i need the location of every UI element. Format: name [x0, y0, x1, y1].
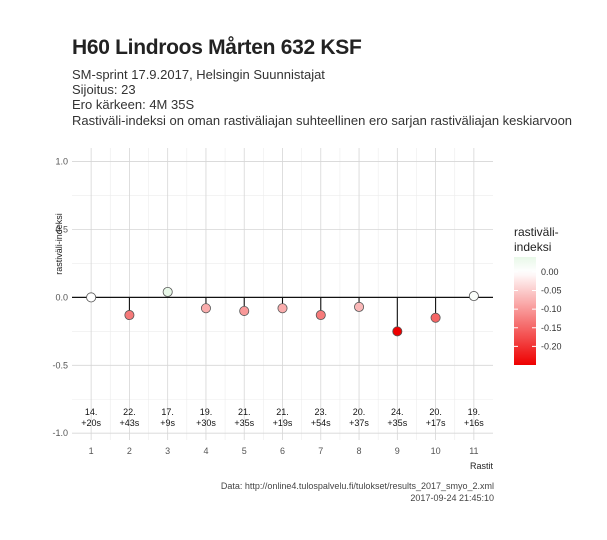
- data-source: Data: http://online4.tulospalvelu.fi/tul…: [220, 481, 494, 491]
- annotation-rank: 19.: [468, 407, 481, 417]
- annotation-time: +54s: [311, 418, 331, 428]
- data-point: [277, 303, 288, 314]
- y-tick-label: 0.5: [55, 224, 68, 234]
- x-axis-label: Rastit: [470, 461, 494, 471]
- data-point: [200, 303, 211, 314]
- data-point: [86, 292, 97, 303]
- subtitle-gap: Ero kärkeen: 4M 35S: [72, 97, 195, 112]
- legend-title: indeksi: [514, 240, 551, 254]
- x-tick-label: 7: [318, 446, 323, 456]
- annotation-time: +19s: [273, 418, 293, 428]
- annotation-rank: 23.: [315, 407, 328, 417]
- annotation-rank: 24.: [391, 407, 404, 417]
- annotation-time: +37s: [349, 418, 369, 428]
- legend-tick-label: -0.20: [541, 341, 562, 351]
- x-tick-label: 5: [242, 446, 247, 456]
- x-tick-label: 2: [127, 446, 132, 456]
- subtitle-event: SM-sprint 17.9.2017, Helsingin Suunnista…: [72, 67, 325, 82]
- data-point: [315, 310, 326, 321]
- data-point: [392, 326, 403, 337]
- subtitle-description: Rastiväli-indeksi on oman rastiväliajan …: [72, 113, 573, 128]
- x-tick-label: 11: [469, 446, 478, 456]
- timestamp: 2017-09-24 21:45:10: [410, 493, 494, 503]
- legend-tick-label: -0.05: [541, 286, 562, 296]
- subtitle-placement: Sijoitus: 23: [72, 82, 136, 97]
- x-tick-label: 8: [357, 446, 362, 456]
- annotation-time: +16s: [464, 418, 484, 428]
- data-point: [430, 312, 441, 323]
- annotation-rank: 14.: [85, 407, 98, 417]
- x-tick-label: 1: [89, 446, 94, 456]
- annotation-rank: 22.: [123, 407, 136, 417]
- legend-colorbar: [514, 257, 536, 365]
- x-tick-label: 10: [431, 446, 441, 456]
- annotation-rank: 19.: [200, 407, 213, 417]
- data-point: [354, 301, 365, 312]
- legend-tick-label: -0.15: [541, 323, 562, 333]
- legend-tick-label: 0.00: [541, 267, 559, 277]
- data-point: [468, 291, 479, 302]
- y-axis-label: rastiväli-indeksi: [54, 213, 64, 275]
- annotation-rank: 21.: [276, 407, 289, 417]
- annotation-rank: 20.: [353, 407, 366, 417]
- y-tick-label: -1.0: [52, 428, 68, 438]
- x-tick-label: 4: [203, 446, 208, 456]
- annotation-time: +9s: [160, 418, 175, 428]
- annotation-time: +35s: [234, 418, 254, 428]
- y-tick-label: 1.0: [55, 157, 68, 167]
- annotation-time: +20s: [81, 418, 101, 428]
- data-point: [124, 310, 135, 321]
- annotation-rank: 21.: [238, 407, 251, 417]
- annotation-time: +43s: [120, 418, 140, 428]
- legend-title: rastiväli-: [514, 225, 559, 239]
- y-tick-label: -0.5: [52, 360, 68, 370]
- x-tick-label: 3: [165, 446, 170, 456]
- y-tick-label: 0.0: [55, 292, 68, 302]
- annotation-rank: 17.: [161, 407, 174, 417]
- data-point: [239, 305, 250, 316]
- legend-tick-label: -0.10: [541, 304, 562, 314]
- x-tick-label: 9: [395, 446, 400, 456]
- annotation-time: +35s: [387, 418, 407, 428]
- annotation-rank: 20.: [429, 407, 442, 417]
- annotation-time: +17s: [426, 418, 446, 428]
- chart-title: H60 Lindroos Mårten 632 KSF: [72, 36, 362, 59]
- data-point: [162, 286, 173, 297]
- annotation-time: +30s: [196, 418, 216, 428]
- x-tick-label: 6: [280, 446, 285, 456]
